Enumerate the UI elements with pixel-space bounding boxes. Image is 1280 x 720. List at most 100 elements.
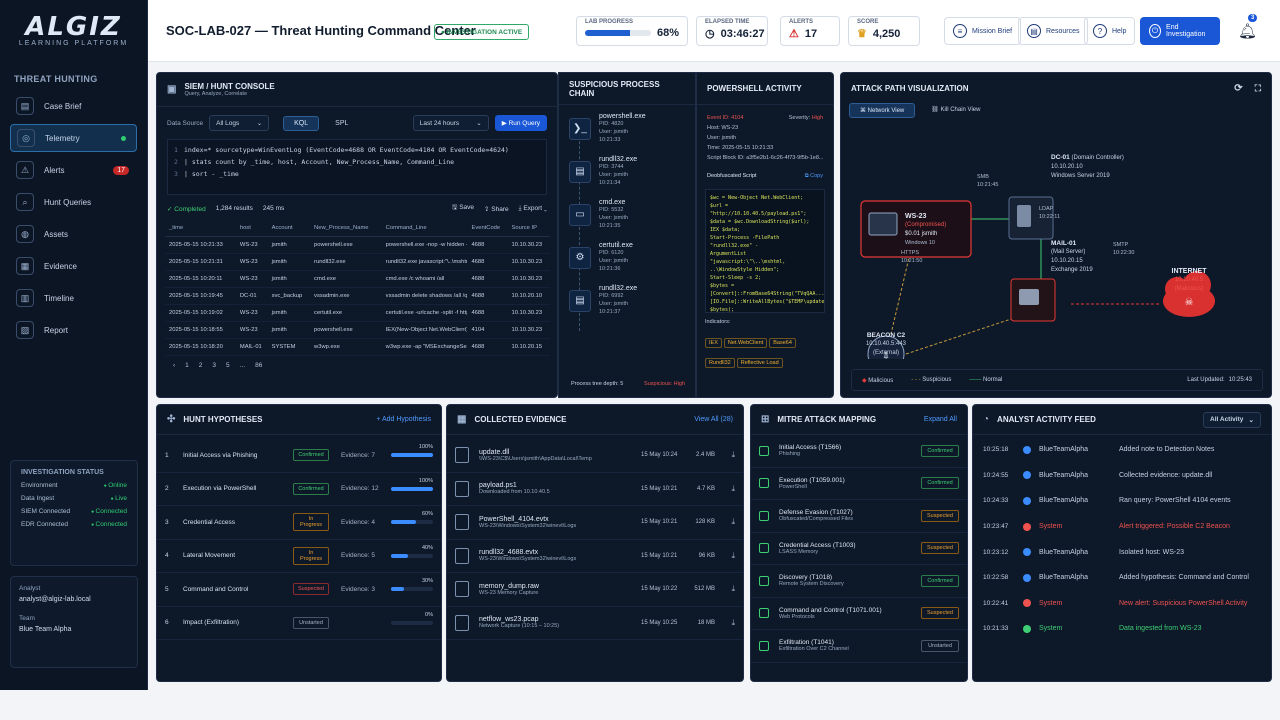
- hypothesis-row[interactable]: 2 Execution via PowerShell Confirmed Eviden…: [157, 473, 441, 506]
- activity-actor: System: [1039, 523, 1063, 531]
- table-row[interactable]: 2025-05-15 10:18:55 WS-23 jsmith powershell…: [165, 321, 550, 339]
- sidebar-item-telemetry[interactable]: ◎ Telemetry: [10, 124, 137, 152]
- table-row[interactable]: 2025-05-15 10:18:20 MAIL-01 SYSTEM w3wp.exe…: [165, 338, 550, 356]
- process-node[interactable]: ▭ cmd.exe PID: 5532 User: jsmith 10:21:35: [569, 199, 695, 230]
- resources-button[interactable]: ▤ Resources: [1018, 17, 1089, 45]
- process-icon: ⚙: [569, 246, 591, 269]
- page-link[interactable]: 3: [212, 361, 217, 369]
- alerts-label: ALERTS: [789, 19, 813, 25]
- data-source-select[interactable]: All Logs ⌄: [209, 115, 270, 131]
- evidence-item[interactable]: netflow_ws23.pcap Network Capture (10:15 …: [447, 607, 743, 640]
- table-row[interactable]: 2025-05-15 10:20:11 WS-23 jsmith cmd.exe cmd…: [165, 270, 550, 288]
- page-link[interactable]: 2: [198, 361, 203, 369]
- mitre-technique[interactable]: Exfiltration (T1041) Exfiltration Over C2…: [751, 630, 967, 663]
- evidence-item[interactable]: payload.ps1 Downloaded from 10.10.40.5 15 …: [447, 473, 743, 506]
- evidence-item[interactable]: update.dll \\WS-23\C$\Users\jsmith\AppDat…: [447, 439, 743, 473]
- tab-kql[interactable]: KQL: [283, 115, 320, 131]
- hypothesis-row[interactable]: 3 Credential Access In Progress Evidence: 4…: [157, 506, 441, 540]
- column-header[interactable]: Account: [267, 220, 311, 237]
- evidence-item[interactable]: PowerShell_4104.evtx WS-23\Windows\System…: [447, 506, 743, 540]
- technique-name: Defense Evasion (T1027): [779, 509, 853, 517]
- sidebar-item-hunt-queries[interactable]: ⌕ Hunt Queries: [10, 188, 137, 216]
- technique-icon: [759, 608, 769, 619]
- view-all-evidence-link[interactable]: View All (28): [694, 416, 733, 423]
- tab-spl[interactable]: SPL: [335, 119, 349, 127]
- process-pid: PID: 6120: [599, 250, 624, 256]
- activity-filter-select[interactable]: All Activity ⌄: [1203, 411, 1261, 428]
- bell-icon[interactable]: 🔔︎ 3: [1238, 14, 1258, 40]
- mitre-technique[interactable]: Execution (T1059.001) PowerShell Confirmed: [751, 468, 967, 500]
- download-icon[interactable]: ⤓: [731, 550, 735, 560]
- download-icon[interactable]: ⤓: [731, 617, 735, 627]
- export-button[interactable]: ⤓ Export ⌄: [518, 204, 547, 212]
- download-icon[interactable]: ⤓: [731, 450, 735, 460]
- process-node[interactable]: ▤ rundll32.exe PID: 3744 User: jsmith 10:21:…: [569, 156, 695, 187]
- save-button[interactable]: 🖫︎ Save: [451, 204, 475, 211]
- technique-sub: PowerShell: [779, 483, 807, 490]
- evidence-item[interactable]: rundll32_4688.evtx WS-23\Windows\System32…: [447, 540, 743, 573]
- table-row[interactable]: 2025-05-15 10:21:31 WS-23 jsmith rundll32.e…: [165, 253, 550, 271]
- sidebar-item-case-brief[interactable]: ▤ Case Brief: [10, 92, 137, 120]
- mitre-technique[interactable]: Defense Evasion (T1027) Obfuscated/Compre…: [751, 500, 967, 533]
- copy-button[interactable]: ⧉ Copy: [804, 173, 823, 179]
- end-investigation-button[interactable]: ⏻ End Investigation: [1140, 17, 1220, 45]
- refresh-icon[interactable]: ⟳: [1234, 82, 1243, 94]
- mitre-technique[interactable]: Command and Control (T1071.001) Web Proto…: [751, 598, 967, 630]
- hypothesis-row[interactable]: 5 Command and Control Suspected Evidence: 3…: [157, 573, 441, 607]
- table-row[interactable]: 2025-05-15 10:19:45 DC-01 svc_backup vssadm…: [165, 287, 550, 305]
- page-link[interactable]: ...: [239, 361, 246, 369]
- column-header[interactable]: host: [235, 220, 268, 237]
- help-button[interactable]: ? Help: [1084, 17, 1136, 45]
- mitre-technique[interactable]: Discovery (T1018) Remote System Discovery…: [751, 565, 967, 598]
- sidebar-item-timeline[interactable]: ▥ Timeline: [10, 284, 137, 312]
- process-node[interactable]: ▤ rundll32.exe PID: 6992 User: jsmith 10:21:…: [569, 285, 695, 316]
- hypothesis-row[interactable]: 6 Impact (Exfiltration) Unstarted 0%: [157, 607, 441, 640]
- sidebar-item-evidence[interactable]: ▦ Evidence: [10, 252, 137, 280]
- mission-brief-button[interactable]: ≡ Mission Brief: [944, 17, 1022, 45]
- score-value: 4,250: [872, 27, 901, 40]
- logo-text: ALGIZ: [25, 11, 122, 42]
- page-link[interactable]: 86: [255, 361, 263, 369]
- download-icon[interactable]: ⤓: [731, 483, 735, 493]
- share-button[interactable]: ⇪ Share: [484, 205, 509, 213]
- column-header[interactable]: New_Process_Name: [310, 220, 382, 237]
- status-key: Environment: [21, 482, 58, 489]
- expand-all-link[interactable]: Expand All: [923, 416, 957, 423]
- table-cell: w3wp.exe: [310, 338, 382, 356]
- ps-time: Time: 2025-05-15 10:21:33: [707, 145, 774, 151]
- page-link[interactable]: 1: [185, 361, 189, 369]
- mitre-technique[interactable]: Credential Access (T1003) LSASS Memory Sus…: [751, 533, 967, 565]
- malicious-swatch: ◆: [862, 377, 869, 384]
- download-icon[interactable]: ⤓: [731, 584, 735, 594]
- hypothesis-row[interactable]: 1 Initial Access via Phishing Confirmed Evi…: [157, 439, 441, 473]
- column-header[interactable]: Source IP: [507, 220, 550, 237]
- column-header[interactable]: Command_Line: [381, 220, 468, 237]
- sidebar-item-assets[interactable]: ◍ Assets: [10, 220, 137, 248]
- kill-chain-view-tab[interactable]: ⛓ Kill Chain View: [921, 103, 990, 118]
- activity-actor: BlueTeamAlpha: [1039, 497, 1089, 505]
- hypothesis-row[interactable]: 4 Lateral Movement In Progress Evidence: 5 4…: [157, 540, 441, 573]
- evidence-item[interactable]: memory_dump.raw WS-23 Memory Capture 15 Ma…: [447, 573, 743, 607]
- network-view-tab[interactable]: ⌘ Network View: [849, 103, 916, 118]
- sidebar-item-alerts[interactable]: ⚠ Alerts 17: [10, 156, 137, 184]
- column-header[interactable]: EventCode: [467, 220, 508, 237]
- prev-page-icon[interactable]: ‹: [173, 361, 176, 369]
- time-range-select[interactable]: Last 24 hours ⌄: [412, 115, 489, 131]
- script-line: ArgumentList "javascript:\"\..\mshtml,: [710, 251, 786, 265]
- table-row[interactable]: 2025-05-15 10:19:02 WS-23 jsmith certutil.e…: [165, 304, 550, 322]
- add-hypothesis-button[interactable]: + Add Hypothesis: [376, 416, 431, 423]
- download-icon[interactable]: ⤓: [731, 517, 735, 527]
- column-header[interactable]: _time: [165, 220, 236, 237]
- expand-icon[interactable]: ⛶: [1254, 82, 1261, 93]
- node-beacon[interactable]: [867, 335, 905, 359]
- table-row[interactable]: 2025-05-15 10:21:33 WS-23 jsmith powershell…: [165, 236, 550, 254]
- query-editor[interactable]: 1 index=* sourcetype=WinEventLog (EventCo…: [167, 139, 547, 195]
- sidebar-item-report[interactable]: ▨ Report: [10, 316, 137, 344]
- mitre-technique[interactable]: Initial Access (T1566) Phishing Confirmed: [751, 435, 967, 468]
- evidence-icon: ▦: [16, 257, 34, 275]
- page-link[interactable]: 5: [226, 361, 230, 369]
- run-query-button[interactable]: ▶ Run Query: [494, 115, 547, 131]
- process-node[interactable]: ⚙ certutil.exe PID: 6120 User: jsmith 10:21:…: [569, 242, 695, 273]
- table-cell: WS-23: [235, 270, 268, 288]
- process-node[interactable]: ❯_ powershell.exe PID: 4820 User: jsmith 10:…: [569, 113, 695, 144]
